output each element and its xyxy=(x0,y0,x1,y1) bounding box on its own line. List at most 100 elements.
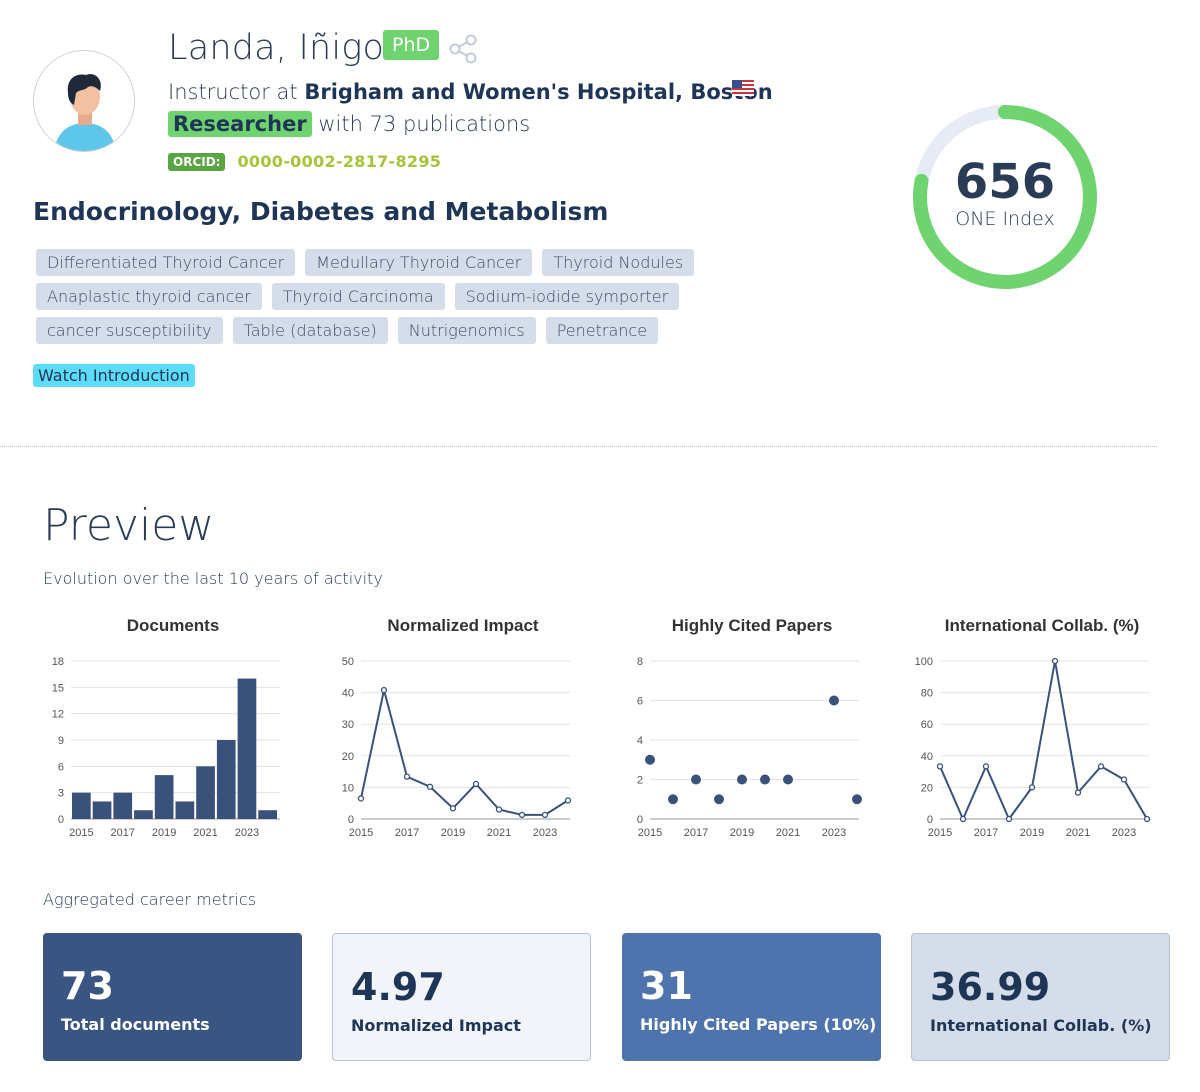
x-tick-label: 2017 xyxy=(395,827,419,839)
metric-value: 73 xyxy=(61,964,114,1008)
section-divider xyxy=(0,446,1157,447)
x-tick-label: 2017 xyxy=(684,827,708,839)
y-tick-label: 2 xyxy=(637,775,643,787)
y-tick-label: 9 xyxy=(58,735,64,747)
y-tick-label: 30 xyxy=(342,719,354,731)
normalized-impact-chart: Normalized Impact 0 10 20 30 40 50 2015 2017 2019… xyxy=(323,610,603,845)
y-tick-label: 15 xyxy=(52,682,64,694)
us-flag-icon xyxy=(732,80,754,96)
y-tick-label: 10 xyxy=(342,782,354,794)
topic-tag[interactable]: Sodium-iodide symporter xyxy=(454,283,680,310)
topic-tag[interactable]: Anaplastic thyroid cancer xyxy=(36,283,262,310)
y-tick-label: 0 xyxy=(927,814,933,826)
institution-link[interactable]: Brigham and Women's Hospital, Boston xyxy=(304,80,773,104)
topic-tag[interactable]: Table (database) xyxy=(232,317,388,344)
line-point xyxy=(380,686,388,694)
y-tick-label: 6 xyxy=(58,761,64,773)
scatter-point xyxy=(783,774,793,785)
series-line xyxy=(939,660,1148,822)
x-tick-label: 2019 xyxy=(730,827,754,839)
bar xyxy=(72,792,91,819)
publications-count: with 73 publications xyxy=(318,112,531,136)
metric-card: 73 Total documents xyxy=(43,933,302,1061)
watch-introduction-button[interactable]: Watch Introduction xyxy=(33,364,195,387)
x-tick-label: 2015 xyxy=(349,827,373,839)
bar xyxy=(175,801,195,819)
line-point xyxy=(357,795,365,802)
x-tick-label: 2019 xyxy=(152,827,176,839)
scatter-point xyxy=(852,794,862,805)
x-tick-label: 2015 xyxy=(928,827,952,839)
x-tick-label: 2023 xyxy=(822,827,846,839)
orcid-link[interactable]: 0000-0002-2817-8295 xyxy=(237,152,442,171)
y-tick-label: 60 xyxy=(921,719,933,731)
y-tick-label: 8 xyxy=(637,656,643,668)
share-icon[interactable] xyxy=(447,33,479,65)
topic-tag[interactable]: Medullary Thyroid Cancer xyxy=(305,249,533,276)
bar xyxy=(216,740,236,819)
bar xyxy=(154,775,174,819)
documents-chart: Documents 0 3 6 9 12 15 18 2015 2017 2019 2021 2023 xyxy=(33,610,313,845)
topic-tag[interactable]: Penetrance xyxy=(545,317,659,344)
degree-badge: PhD xyxy=(383,30,440,60)
line-point xyxy=(564,797,572,804)
profile-name: Landa, Iñigo xyxy=(168,28,385,68)
x-tick-label: 2019 xyxy=(1020,827,1044,839)
x-tick-label: 2023 xyxy=(1112,827,1136,839)
chart-title: Documents xyxy=(126,616,220,635)
topic-tag[interactable]: Thyroid Nodules xyxy=(542,249,695,276)
bar xyxy=(258,810,277,819)
metric-label: Total documents xyxy=(61,1015,210,1034)
line-point xyxy=(403,773,411,780)
scatter-point xyxy=(737,774,747,785)
bar xyxy=(92,801,112,819)
metric-label: International Collab. (%) xyxy=(930,1016,1152,1035)
x-tick-label: 2017 xyxy=(111,827,135,839)
preview-title: Preview xyxy=(43,500,215,551)
line-point xyxy=(959,815,967,823)
line-point xyxy=(472,780,480,788)
avatar xyxy=(33,50,135,152)
line-point xyxy=(495,806,503,813)
line-point xyxy=(449,805,457,812)
scatter-point xyxy=(691,774,701,785)
line-point xyxy=(518,811,526,819)
x-tick-label: 2019 xyxy=(441,827,465,839)
topic-tag[interactable]: Differentiated Thyroid Cancer xyxy=(36,249,296,276)
y-tick-label: 3 xyxy=(58,788,64,800)
y-tick-label: 18 xyxy=(52,656,64,668)
topic-tag[interactable]: Thyroid Carcinoma xyxy=(271,283,445,310)
line-point xyxy=(426,783,434,790)
series-line xyxy=(360,689,569,816)
y-tick-label: 4 xyxy=(637,735,643,747)
x-tick-label: 2023 xyxy=(235,827,259,839)
role-line: Researcher with 73 publications xyxy=(168,111,531,137)
y-tick-label: 12 xyxy=(52,709,64,721)
avatar-illustration xyxy=(34,51,134,151)
topic-tag[interactable]: cancer susceptibility xyxy=(36,317,223,344)
line-point xyxy=(1005,815,1013,823)
y-tick-label: 40 xyxy=(921,751,933,763)
y-tick-label: 40 xyxy=(342,688,354,700)
metric-card: 4.97 Normalized Impact xyxy=(332,933,591,1061)
topic-tags: Differentiated Thyroid Cancer Medullary T… xyxy=(36,249,696,351)
y-tick-label: 20 xyxy=(342,751,354,763)
line-point xyxy=(1051,657,1059,665)
scatter-point xyxy=(714,794,724,805)
y-tick-label: 0 xyxy=(637,814,643,826)
chart-plot: 0 3 6 9 12 15 18 2015 2017 2019 2021 2023 xyxy=(52,656,280,839)
line-point xyxy=(982,763,990,770)
line-point xyxy=(1143,815,1151,823)
one-index-gauge xyxy=(913,105,1097,289)
x-tick-label: 2023 xyxy=(533,827,557,839)
chart-title: International Collab. (%) xyxy=(944,616,1140,635)
orcid-row: ORCID: 0000-0002-2817-8295 xyxy=(168,152,441,171)
metric-label: Normalized Impact xyxy=(351,1016,521,1035)
scatter-point xyxy=(668,794,678,805)
metric-card: 36.99 International Collab. (%) xyxy=(911,933,1170,1061)
aggregated-title: Aggregated career metrics xyxy=(43,890,257,909)
y-tick-label: 0 xyxy=(348,814,354,826)
tag-row: Differentiated Thyroid Cancer Medullary T… xyxy=(36,249,696,276)
line-point xyxy=(1074,789,1082,796)
topic-tag[interactable]: Nutrigenomics xyxy=(397,317,536,344)
